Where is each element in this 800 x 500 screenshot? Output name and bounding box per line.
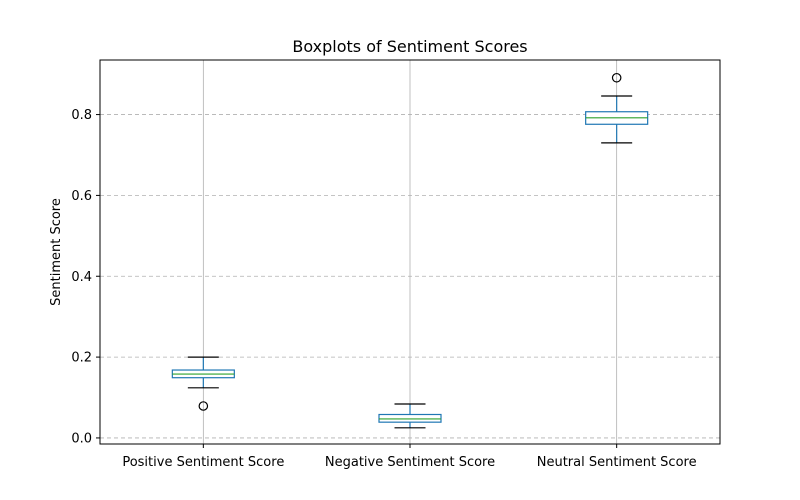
box-iqr (378, 413, 442, 423)
y-tick-label: 0.0 (71, 431, 92, 446)
y-tick-label: 0.2 (71, 351, 92, 366)
x-tick-label: Negative Sentiment Score (325, 455, 495, 470)
y-tick-label: 0.8 (71, 108, 92, 123)
box-group (171, 356, 235, 411)
box-group (378, 403, 442, 429)
y-axis-label: Sentiment Score (49, 198, 64, 306)
x-tick-label: Neutral Sentiment Score (537, 455, 697, 470)
box-group (585, 72, 649, 144)
chart-title: Boxplots of Sentiment Scores (292, 37, 527, 56)
outlier-point (198, 401, 209, 411)
y-tick-label: 0.6 (71, 189, 92, 204)
y-tick-label: 0.4 (71, 270, 92, 285)
outlier-point (611, 72, 622, 83)
boxes-layer (171, 72, 649, 429)
x-axis-ticks: Positive Sentiment Score Negative Sentime… (122, 444, 697, 470)
x-tick-label: Positive Sentiment Score (122, 455, 284, 470)
y-axis-ticks: 0.0 0.2 0.4 0.6 0.8 (71, 108, 100, 446)
